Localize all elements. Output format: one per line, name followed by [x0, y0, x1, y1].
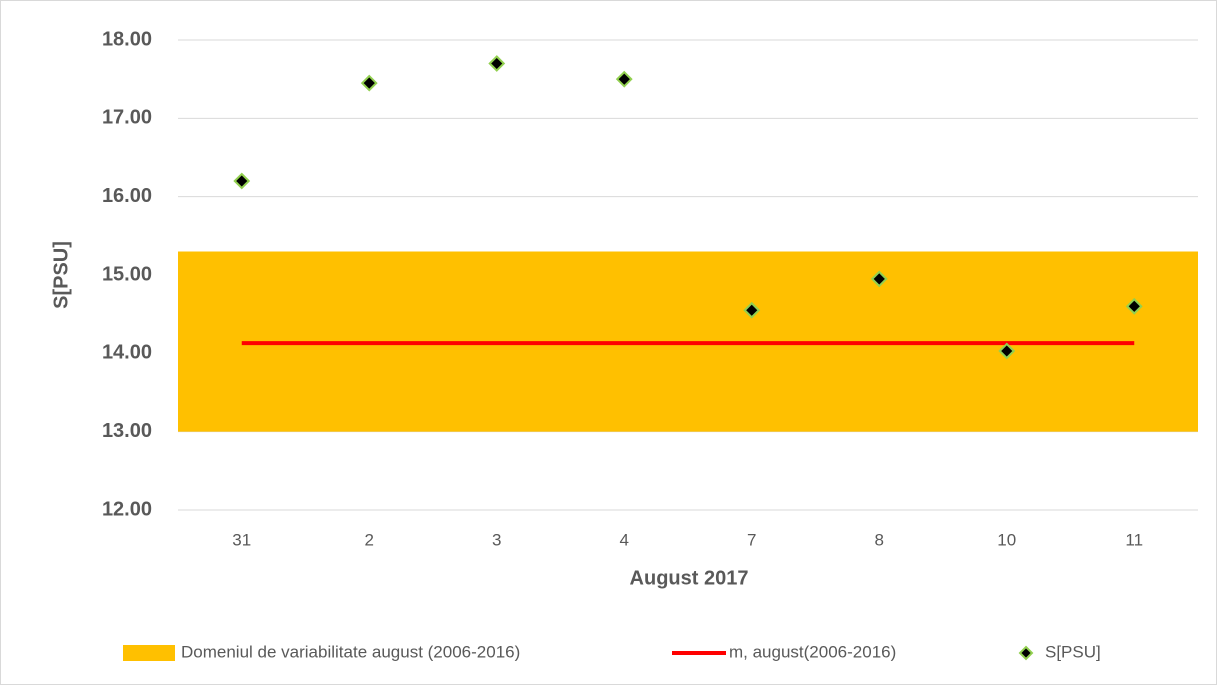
- x-tick-label: 3: [492, 530, 501, 549]
- x-tick-label: 10: [997, 530, 1016, 549]
- x-tick-label: 4: [620, 530, 629, 549]
- data-point: [998, 342, 1016, 360]
- legend-swatch: [1018, 645, 1034, 661]
- legend-label: m, august(2006-2016): [729, 642, 896, 661]
- data-point: [1125, 297, 1143, 315]
- data-point: [488, 55, 506, 72]
- x-tick-label: 8: [875, 530, 884, 549]
- y-tick-label: 12.00: [102, 498, 152, 520]
- data-point: [870, 270, 888, 288]
- y-tick-label: 15.00: [102, 263, 152, 285]
- y-tick-label: 13.00: [102, 420, 152, 442]
- x-tick-label: 31: [232, 530, 251, 549]
- x-tick-label: 7: [747, 530, 756, 549]
- y-axis-title: S[PSU]: [50, 241, 72, 309]
- x-axis-title: August 2017: [630, 567, 749, 589]
- y-tick-label: 14.00: [102, 342, 152, 364]
- y-tick-label: 17.00: [102, 107, 152, 129]
- y-tick-label: 16.00: [102, 185, 152, 207]
- data-point: [743, 301, 761, 319]
- data-point: [615, 70, 633, 88]
- legend-label: Domeniul de variabilitate august (2006-2…: [181, 642, 520, 661]
- x-tick-label: 11: [1125, 530, 1143, 549]
- data-point: [360, 74, 378, 92]
- x-tick-label: 2: [365, 530, 374, 549]
- y-tick-label: 18.00: [102, 28, 152, 50]
- legend-label: S[PSU]: [1045, 642, 1101, 661]
- legend-swatch: [123, 645, 175, 661]
- data-point: [233, 172, 251, 190]
